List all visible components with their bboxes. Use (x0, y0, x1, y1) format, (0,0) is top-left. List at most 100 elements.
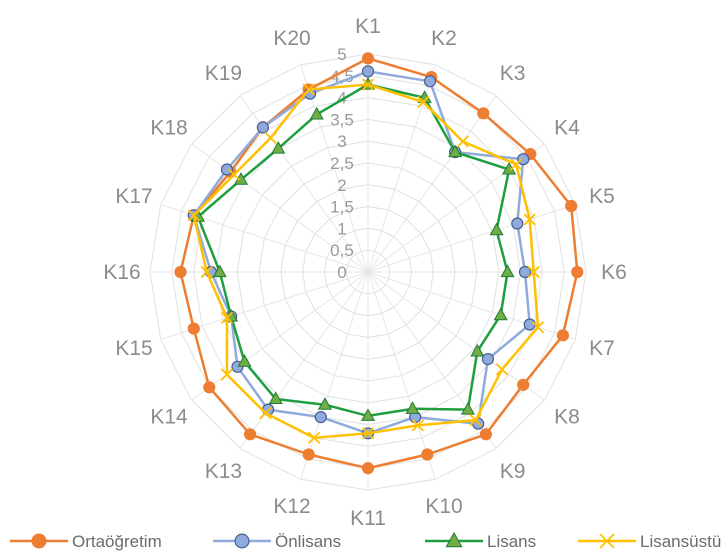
category-label-k9: K9 (500, 460, 526, 483)
series-2-point (314, 411, 327, 424)
series-1-point (479, 428, 492, 441)
series-2-point (423, 75, 437, 88)
grid-spoke (367, 95, 497, 273)
series-1-line (179, 57, 579, 470)
series-4-point (220, 368, 234, 381)
series-3-point (212, 264, 227, 278)
series-1-point (556, 329, 570, 342)
legend-label: Lisans (487, 532, 536, 551)
series-1-point (174, 265, 187, 279)
legend-item-3: Lisans (425, 531, 536, 551)
grid-spoke (191, 143, 369, 273)
category-label-k7: K7 (589, 337, 615, 360)
legend-item-4: Lisansüstü (578, 532, 721, 551)
category-label-k8: K8 (554, 406, 580, 429)
series-4-point (361, 78, 375, 91)
series-2-point (511, 217, 524, 230)
series-3-point (493, 307, 508, 321)
tick-label: 1,5 (330, 198, 354, 217)
category-label-k12: K12 (273, 495, 310, 518)
series-3-point (500, 264, 515, 278)
category-label-k13: K13 (205, 460, 242, 483)
series-1-point (361, 52, 375, 65)
legend-label: Önlisans (275, 532, 341, 551)
tick-label: 0 (337, 263, 346, 282)
category-label-k20: K20 (273, 27, 310, 50)
category-label-k16: K16 (103, 261, 140, 284)
tick-label: 0,5 (330, 241, 354, 260)
grid-spoke (300, 271, 369, 480)
series-4-point (227, 168, 241, 181)
legend-marker (599, 533, 615, 549)
series-1-point (517, 378, 530, 391)
series-4-point (302, 83, 315, 96)
legend: Ortaöğretim Önlisans Lisans Lisansüstü (10, 531, 721, 551)
category-label-k15: K15 (115, 337, 152, 360)
series-2-point (256, 121, 269, 134)
series-1-point (477, 107, 490, 120)
tick-label: 1 (337, 219, 346, 238)
series-2-point (523, 318, 536, 331)
series-2-point (361, 65, 375, 78)
category-label-k6: K6 (601, 261, 627, 284)
legend-item-2: Önlisans (213, 532, 341, 551)
series-3-point (268, 391, 283, 404)
series-4-point (259, 406, 272, 420)
series-1-point (302, 448, 315, 461)
category-label-k10: K10 (425, 495, 462, 518)
category-label-k4: K4 (554, 116, 580, 139)
series-2-point (518, 265, 532, 279)
series-3-point (271, 140, 286, 154)
series-2-point (481, 353, 494, 366)
series-plot-area (174, 52, 584, 475)
category-label-k3: K3 (500, 62, 526, 85)
tick-label: 3,5 (330, 110, 354, 129)
grid-spoke (367, 271, 436, 480)
series-4 (187, 78, 545, 445)
category-label-k5: K5 (589, 185, 615, 208)
series-4-point (307, 431, 321, 445)
series-3-point (489, 222, 504, 236)
series-3-point (360, 408, 376, 421)
grid-spoke (239, 271, 369, 449)
series-4-point (469, 413, 482, 427)
series-4-point (417, 95, 430, 109)
series-3-point (237, 354, 252, 367)
series-1-point (187, 322, 200, 335)
legend-marker (234, 533, 250, 549)
grid-spoke (367, 271, 545, 401)
series-4-point (264, 131, 277, 145)
series-4-point (187, 209, 200, 222)
legend-label: Lisansüstü (640, 532, 721, 551)
series-4-point (361, 427, 375, 440)
grid-spoke (191, 271, 369, 401)
series-1-point (361, 462, 375, 475)
legend-item-1: Ortaöğretim (10, 532, 162, 551)
category-label-k17: K17 (115, 185, 152, 208)
tick-label: 4 (337, 89, 346, 108)
series-3-point (448, 144, 463, 158)
tick-label: 2 (337, 176, 346, 195)
grid-spoke (367, 204, 576, 273)
series-3-point (309, 106, 324, 120)
series-4-point (523, 213, 536, 226)
series-4-point (456, 135, 469, 148)
grid-spoke (367, 271, 576, 340)
category-label-k11: K11 (350, 507, 386, 530)
series-4-point (509, 158, 523, 171)
series-4-point (527, 265, 540, 279)
category-label-k18: K18 (150, 116, 187, 139)
tick-label: 4,5 (330, 67, 354, 86)
category-label-k19: K19 (205, 62, 242, 85)
series-4-point (531, 321, 545, 334)
series-3-point (405, 401, 420, 414)
category-label-k1: K1 (355, 15, 381, 38)
category-labels: K1 K2 K3 K4 K5 K6 K7 K8 K9 K10 K11 K12 K13 K14 K15 K16 K… (103, 15, 627, 530)
series-3-point (470, 343, 485, 357)
series-2-point (517, 153, 530, 166)
series-3-point (317, 397, 332, 410)
radial-tick-labels: 0 0,5 1 1,5 2 2,5 3 3,5 4 4,5 5 (330, 45, 354, 282)
tick-label: 5 (337, 45, 346, 64)
series-3-point (460, 402, 475, 415)
